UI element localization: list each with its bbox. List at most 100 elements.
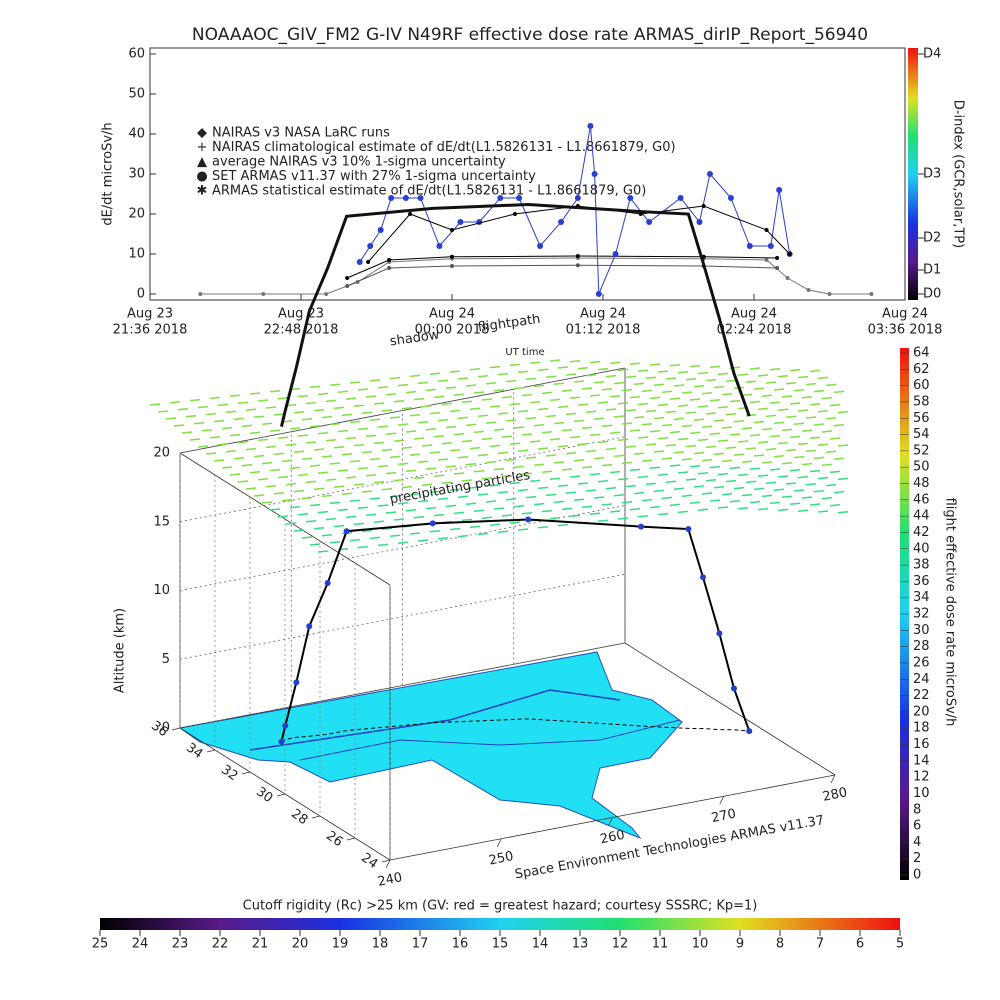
particle-arrow <box>533 424 545 427</box>
particle-arrow <box>449 488 461 491</box>
particle-arrow <box>773 488 785 491</box>
particle-arrow <box>509 363 521 367</box>
particle-arrow <box>833 390 845 394</box>
colorbar-tick-label: 52 <box>913 443 930 458</box>
particle-arrow <box>337 429 349 433</box>
particle-arrow <box>393 439 405 442</box>
colorbar-tick-label: 58 <box>913 394 930 409</box>
data-point <box>408 212 413 216</box>
y-tick-label: 60 <box>128 47 145 62</box>
particle-arrow <box>749 367 761 370</box>
particle-arrow <box>229 394 241 397</box>
particle-arrow <box>397 383 409 387</box>
legend-marker: ◆ <box>197 126 207 141</box>
x-tick-label: Aug 24 <box>731 307 777 322</box>
particle-arrow <box>597 440 609 444</box>
particle-arrow <box>657 403 669 407</box>
particle-arrow <box>613 454 625 458</box>
particle-arrow <box>625 375 637 379</box>
lon-tick-label: 280 <box>821 785 848 805</box>
particle-arrow <box>793 489 805 492</box>
colorbar-tick-label: 25 <box>92 937 109 952</box>
particle-arrow <box>593 496 605 499</box>
particle-arrow <box>625 409 637 412</box>
particle-arrow <box>217 403 229 407</box>
particle-arrow <box>449 527 461 531</box>
particle-arrow <box>709 399 721 402</box>
particle-arrow <box>437 497 449 501</box>
particle-arrow <box>465 423 477 427</box>
particle-arrow <box>605 374 617 378</box>
x-tick-label: 21:36 2018 <box>113 323 188 338</box>
particle-arrow <box>225 410 237 414</box>
colorbar-tick-label: 38 <box>913 558 930 573</box>
flight-point <box>700 574 706 581</box>
annotation: flightpath <box>477 312 541 336</box>
data-point <box>746 243 753 249</box>
particle-arrow <box>557 366 569 369</box>
particle-arrow <box>809 469 821 473</box>
particle-arrow <box>221 466 233 469</box>
particle-arrow <box>437 458 449 461</box>
particle-arrow <box>589 433 601 437</box>
particle-arrow <box>457 377 469 380</box>
particle-arrow <box>717 506 729 509</box>
particle-arrow <box>613 381 625 385</box>
particle-arrow <box>637 369 649 372</box>
particle-arrow <box>657 437 669 440</box>
particle-arrow <box>325 478 337 481</box>
particle-arrow <box>177 408 189 411</box>
particle-arrow <box>593 456 605 460</box>
particle-arrow <box>697 472 709 475</box>
particle-arrow <box>249 431 261 435</box>
particle-arrow <box>549 359 561 362</box>
particle-arrow <box>645 376 657 379</box>
particle-arrow <box>329 422 341 426</box>
particle-arrow <box>541 509 553 513</box>
particle-arrow <box>721 459 733 463</box>
x-tick-label: Aug 24 <box>882 307 928 322</box>
colorbar-tick-label: 56 <box>913 411 930 426</box>
particle-arrow <box>389 495 401 498</box>
particle-arrow <box>629 508 641 511</box>
particle-arrow <box>437 537 449 540</box>
particle-arrow <box>601 503 613 506</box>
colorbar-tick-label: 22 <box>212 937 229 952</box>
particle-arrow <box>793 455 805 459</box>
particle-arrow <box>617 402 629 405</box>
particle-arrow <box>805 449 817 453</box>
data-point <box>727 195 734 201</box>
particle-arrow <box>409 492 421 496</box>
particle-arrow <box>685 378 697 381</box>
particle-arrow <box>529 361 541 364</box>
particle-arrow <box>717 439 729 442</box>
particle-arrow <box>377 504 389 507</box>
y2-tick-label: D4 <box>923 47 941 62</box>
particle-arrow <box>573 419 585 423</box>
particle-arrow <box>789 502 801 505</box>
particle-arrow <box>673 384 685 387</box>
x-tick-label: 00:00 2018 <box>415 323 490 338</box>
particle-arrow <box>725 413 737 416</box>
particle-arrow <box>669 397 681 400</box>
particle-arrow <box>517 410 529 413</box>
particle-arrow <box>617 477 629 481</box>
particle-arrow <box>597 480 609 483</box>
colorbar-tick-label: 26 <box>913 655 930 670</box>
x-tick-label: Aug 24 <box>429 307 475 322</box>
y2-axis-label: D-index (GCR,solar,TP) <box>951 100 966 248</box>
particle-arrow <box>729 466 741 470</box>
particle-arrow <box>173 424 185 427</box>
colorbar-tick-label: 19 <box>332 937 349 952</box>
colorbar-tick-label: 36 <box>913 574 930 589</box>
particle-arrow <box>385 471 397 475</box>
colorbar-tick-label: 16 <box>452 937 469 952</box>
particle-arrow <box>413 397 425 401</box>
grid-line <box>179 505 626 591</box>
chart-title: NOAAAOC_GIV_FM2 G-IV N49RF effective dos… <box>192 25 868 45</box>
colorbar-tick-label: 11 <box>652 937 669 952</box>
particle-arrow <box>649 363 661 366</box>
data-point <box>450 264 454 268</box>
particle-arrow <box>321 415 333 419</box>
particle-arrow <box>537 368 549 371</box>
